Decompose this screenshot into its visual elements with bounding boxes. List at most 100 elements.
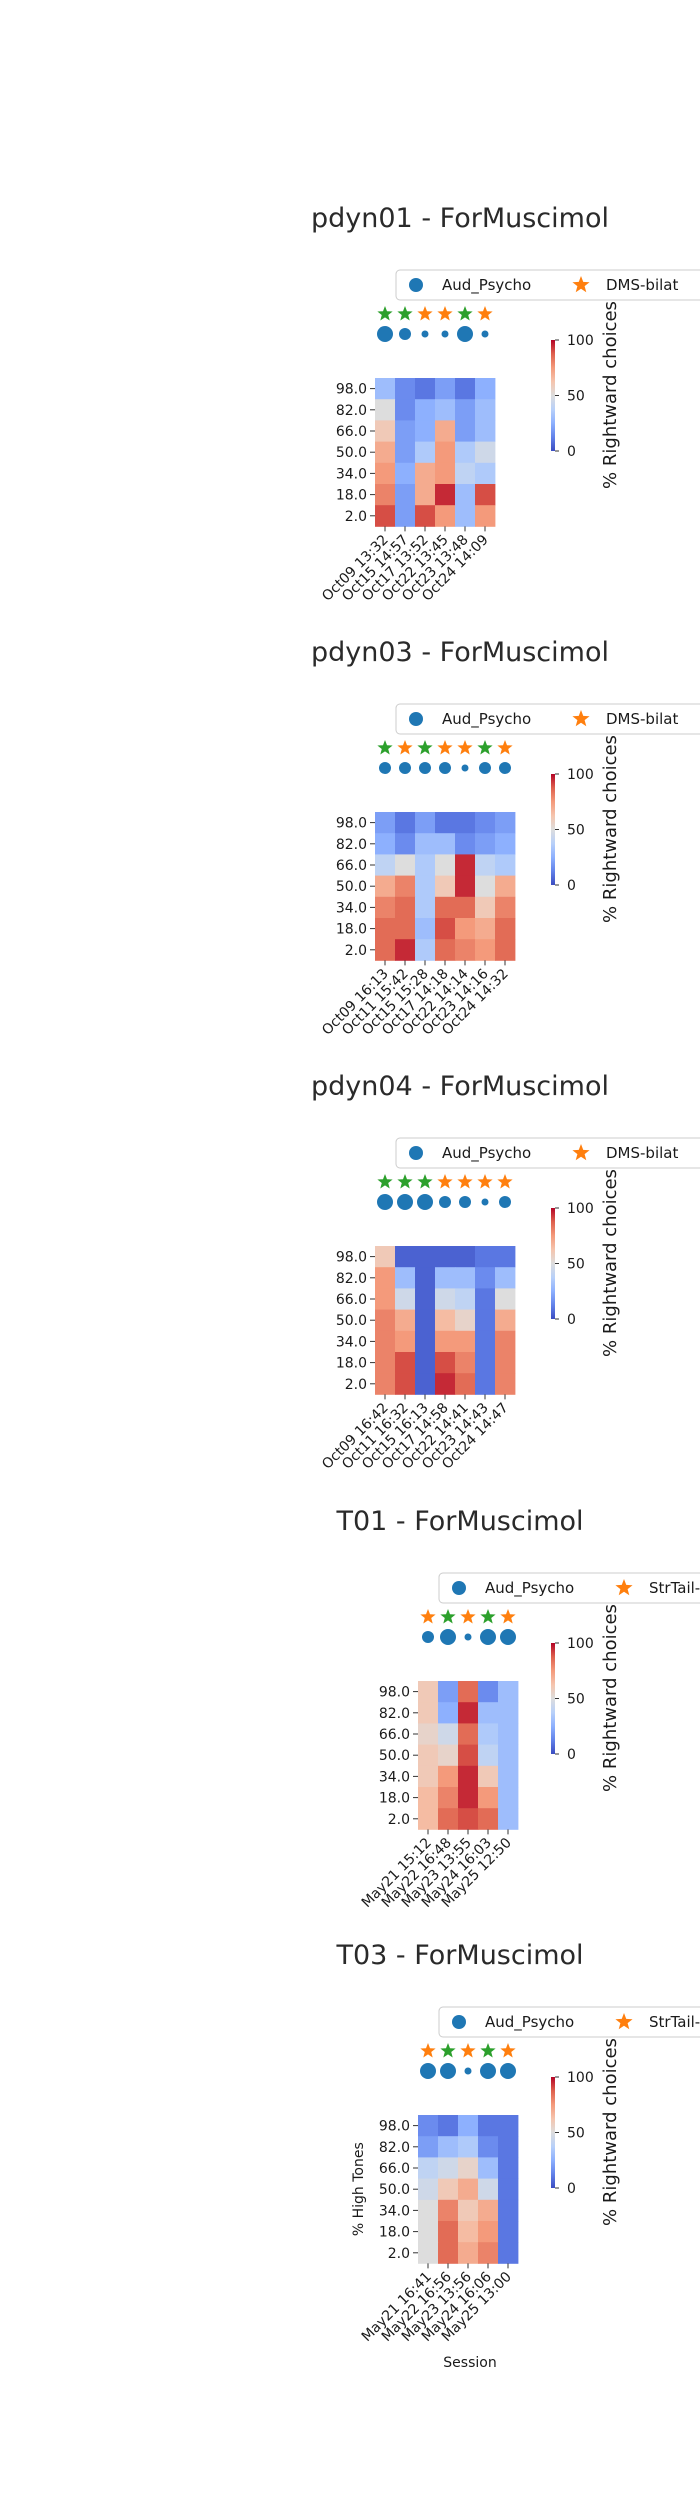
session-star-marker <box>477 1174 493 1189</box>
colorbar <box>551 1208 555 1319</box>
session-circle-marker <box>440 1629 456 1645</box>
heatmap-cell <box>415 441 436 464</box>
session-star-marker <box>437 1174 453 1189</box>
session-star-marker <box>377 306 393 321</box>
heatmap-cell <box>435 1373 456 1395</box>
heatmap-cell <box>395 833 416 855</box>
heatmap-cell <box>435 420 456 442</box>
heatmap-cell <box>498 2157 519 2179</box>
heatmap-cell <box>455 833 476 855</box>
heatmap-cell <box>475 462 496 485</box>
legend-label-aud-psycho: Aud_Psycho <box>485 1579 574 1598</box>
heatmap-cell <box>418 2157 439 2179</box>
heatmap-cell <box>375 875 396 898</box>
heatmap-cell <box>415 939 436 961</box>
heatmap-cell <box>435 399 456 421</box>
colorbar <box>551 340 555 451</box>
heatmap-cell <box>475 420 496 442</box>
heatmap-cell <box>415 484 436 506</box>
heatmap-cell <box>475 378 496 400</box>
colorbar-label: % Rightward choices <box>600 301 621 489</box>
heatmap-cell <box>498 1681 519 1703</box>
heatmap-cell <box>458 2178 479 2201</box>
session-circle-marker <box>439 762 451 774</box>
heatmap-cell <box>438 2136 459 2158</box>
heatmap-cell <box>455 484 476 506</box>
heatmap-cell <box>395 918 416 940</box>
heatmap-cell <box>415 896 436 919</box>
heatmap-cell <box>455 875 476 898</box>
y-tick-label: 82.0 <box>336 837 367 853</box>
session-star-marker <box>420 2043 436 2058</box>
panel-2: pdyn03 - ForMuscimol Aud_Psycho DMS-bilat 9… <box>311 637 700 1039</box>
legend-label-condition: StrTail-bilat <box>649 1579 700 1597</box>
y-tick-label: 82.0 <box>379 1706 410 1722</box>
heatmap-cell <box>435 484 456 506</box>
heatmap-cell <box>478 1765 499 1788</box>
session-circle-marker <box>441 330 449 338</box>
heatmap-cell <box>435 1288 456 1310</box>
panel-4: T01 - ForMuscimol Aud_Psycho StrTail-bilat… <box>335 1506 700 1911</box>
legend-label-aud-psycho: Aud_Psycho <box>442 710 531 729</box>
heatmap-cell <box>458 1681 479 1703</box>
heatmap-cell <box>495 1288 516 1310</box>
heatmap-cell <box>395 420 416 442</box>
heatmap-cell <box>475 833 496 855</box>
heatmap-cell <box>375 420 396 442</box>
y-tick-label: 34.0 <box>379 1769 410 1785</box>
session-star-marker <box>497 1174 513 1189</box>
session-circle-marker <box>480 2063 496 2079</box>
session-star-marker <box>420 1609 436 1624</box>
heatmap-cell <box>415 1246 436 1268</box>
session-star-marker <box>397 1174 413 1189</box>
legend-label-condition: DMS-bilat <box>606 710 678 728</box>
y-axis-label: % High Tones <box>351 2142 367 2236</box>
heatmap-cell <box>375 484 396 506</box>
heatmap-cell <box>395 462 416 485</box>
heatmap-cell <box>478 1744 499 1767</box>
session-star-marker <box>417 306 433 321</box>
heatmap-cell <box>418 1723 439 1745</box>
heatmap-cell <box>435 875 456 898</box>
y-tick-label: 66.0 <box>379 1727 410 1743</box>
heatmap-cell <box>418 2199 439 2222</box>
session-star-marker <box>397 740 413 755</box>
session-star-marker <box>480 2043 496 2058</box>
heatmap-cell <box>478 2157 499 2179</box>
heatmap-cell <box>418 1808 439 1830</box>
heatmap-cell <box>458 1723 479 1745</box>
session-star-marker <box>377 740 393 755</box>
heatmap-cell <box>478 1723 499 1745</box>
heatmap-cell <box>475 484 496 506</box>
legend-circle-marker <box>452 2015 466 2029</box>
heatmap-cell <box>375 854 396 876</box>
heatmap-cell <box>458 1702 479 1724</box>
heatmap-cell <box>438 2157 459 2179</box>
heatmap-cell <box>418 1765 439 1788</box>
legend-label-condition: DMS-bilat <box>606 1144 678 1162</box>
y-tick-label: 18.0 <box>379 1791 410 1807</box>
colorbar-label: % Rightward choices <box>600 2038 621 2226</box>
heatmap-cell <box>495 1246 516 1268</box>
heatmap-cell <box>415 1330 436 1353</box>
session-circle-marker <box>457 326 473 342</box>
heatmap-cell <box>475 441 496 464</box>
session-star-marker <box>457 1174 473 1189</box>
legend-star-marker <box>572 1144 590 1161</box>
colorbar-label: % Rightward choices <box>600 1604 621 1792</box>
heatmap-cell <box>495 1373 516 1395</box>
heatmap-cell <box>455 1309 476 1332</box>
heatmap-cell <box>375 1352 396 1374</box>
heatmap-cell <box>438 1681 459 1703</box>
y-tick-label: 18.0 <box>379 2225 410 2241</box>
heatmap-cell <box>478 2178 499 2201</box>
heatmap-cell <box>375 399 396 421</box>
heatmap-cell <box>395 812 416 834</box>
heatmap-cell <box>438 1723 459 1745</box>
heatmap-cell <box>455 812 476 834</box>
heatmap-cell <box>478 1681 499 1703</box>
colorbar <box>551 774 555 885</box>
heatmap-cell <box>415 854 436 876</box>
y-tick-label: 50.0 <box>379 1748 410 1764</box>
legend-circle-marker <box>452 1581 466 1595</box>
